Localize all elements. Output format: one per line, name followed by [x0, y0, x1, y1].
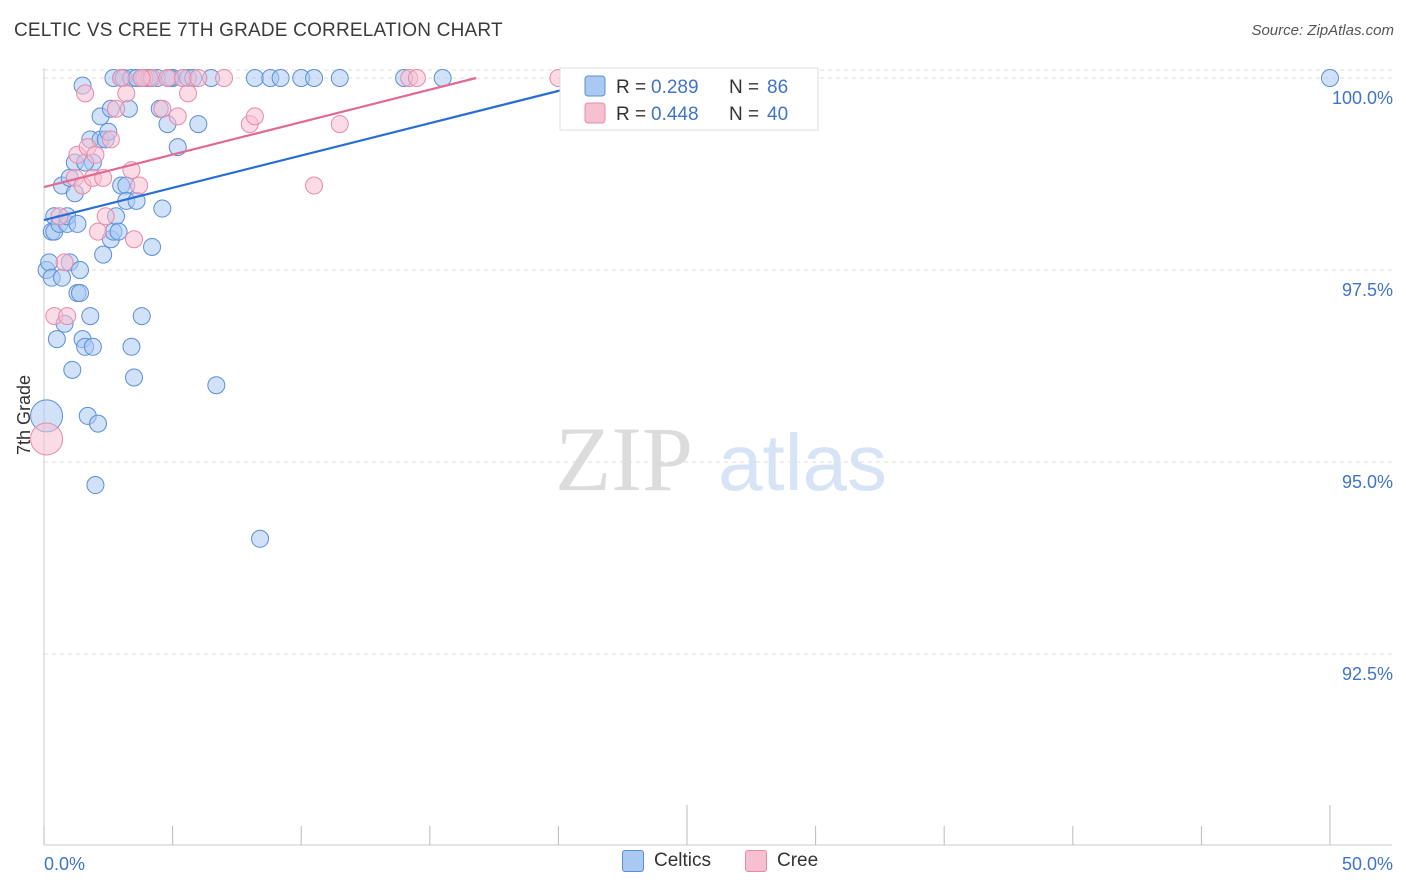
cree-point	[245, 107, 264, 126]
watermark-atlas: atlas	[718, 418, 887, 507]
celtics-point	[81, 307, 100, 326]
cree-point	[330, 115, 349, 134]
celtics-n-value: 86	[767, 77, 788, 98]
celtics-point	[245, 69, 264, 87]
celtics-point	[251, 529, 270, 548]
cree-n-label: N =	[729, 104, 759, 125]
celtics-point	[71, 284, 90, 303]
celtics-point	[132, 307, 151, 326]
cree-point	[107, 99, 126, 118]
celtics-point	[53, 268, 72, 287]
data-points	[30, 69, 1339, 548]
cree-point	[173, 69, 192, 87]
cree-point	[305, 176, 324, 195]
y-tick-label: 97.5%	[1342, 280, 1393, 300]
celtics-r-value: 0.289	[651, 77, 699, 98]
legend-item-celtics[interactable]: Celtics	[622, 850, 711, 872]
cree-r-label: R =	[616, 104, 646, 125]
chart-title: CELTIC VS CREE 7TH GRADE CORRELATION CHA…	[14, 20, 503, 41]
cree-point	[407, 69, 426, 87]
cree-point	[58, 307, 77, 326]
celtics-point	[305, 69, 324, 87]
celtics-n-label: N =	[729, 77, 759, 98]
celtics-point	[153, 199, 172, 218]
celtics-point	[68, 214, 87, 233]
cree-point	[179, 84, 198, 103]
cree-point	[86, 145, 105, 164]
celtics-point	[47, 330, 66, 349]
celtics-point	[86, 476, 105, 495]
celtics-point	[83, 337, 102, 356]
cree-point	[117, 84, 136, 103]
celtics-point	[40, 253, 59, 272]
legend-item-cree[interactable]: Cree	[745, 850, 818, 872]
cree-point	[76, 84, 95, 103]
x-tick-label-max: 50.0%	[1342, 854, 1393, 874]
cree-point	[153, 99, 172, 118]
legend-label-cree: Cree	[777, 850, 819, 871]
zipatlas-watermark: ZIP atlas	[555, 408, 887, 510]
celtics-point	[143, 237, 162, 256]
celtics-point	[207, 376, 226, 395]
legend-swatch-cree	[745, 850, 767, 872]
cree-point	[55, 253, 74, 272]
cree-point	[215, 69, 234, 87]
trend-lines	[43, 76, 611, 222]
cree-point	[89, 222, 108, 241]
celtics-point	[71, 261, 90, 279]
y-tick-label: 92.5%	[1342, 664, 1393, 684]
cree-point	[101, 130, 120, 149]
celtics-point	[89, 414, 108, 433]
watermark-zip: ZIP	[555, 408, 693, 510]
tick-labels: 100.0% 97.5% 95.0% 92.5% 0.0% 50.0%	[44, 88, 1393, 874]
celtics-point	[122, 337, 141, 356]
legend-swatch-celtics	[622, 850, 644, 872]
cree-point	[168, 107, 187, 126]
legend-label-celtics: Celtics	[654, 850, 712, 871]
cree-point	[30, 422, 64, 456]
cree-n-value: 40	[767, 104, 788, 125]
celtics-point	[271, 69, 290, 87]
gridlines	[44, 69, 1392, 655]
axes	[43, 68, 1392, 846]
cree-swatch	[584, 102, 606, 124]
y-axis-label: 7th Grade	[14, 374, 34, 455]
y-tick-label: 95.0%	[1342, 472, 1393, 492]
cree-point	[125, 230, 144, 249]
celtics-point	[63, 360, 82, 379]
cree-point	[96, 207, 115, 226]
celtics-point	[109, 222, 128, 241]
celtics-point	[189, 115, 208, 134]
celtics-point	[330, 69, 349, 87]
cree-r-value: 0.448	[651, 104, 699, 125]
cree-point	[158, 69, 177, 87]
celtics-point	[94, 245, 113, 264]
source-credit: Source: ZipAtlas.com	[1251, 22, 1394, 39]
cree-point	[189, 69, 208, 87]
celtics-trend-line	[43, 76, 611, 222]
stats-legend: R = 0.289 N = 86 R = 0.448 N = 40	[559, 67, 819, 131]
cree-trend-line	[43, 76, 477, 189]
celtics-swatch	[584, 75, 606, 97]
cree-point	[112, 69, 131, 87]
cree-point	[130, 176, 149, 195]
cree-point	[132, 69, 151, 87]
series-legend: Celtics Cree	[0, 850, 1406, 880]
celtics-r-label: R =	[616, 77, 646, 98]
celtics-point	[1321, 69, 1339, 87]
x-tick-label-min: 0.0%	[44, 854, 85, 874]
celtics-point	[125, 368, 144, 387]
y-tick-label: 100.0%	[1332, 88, 1393, 108]
